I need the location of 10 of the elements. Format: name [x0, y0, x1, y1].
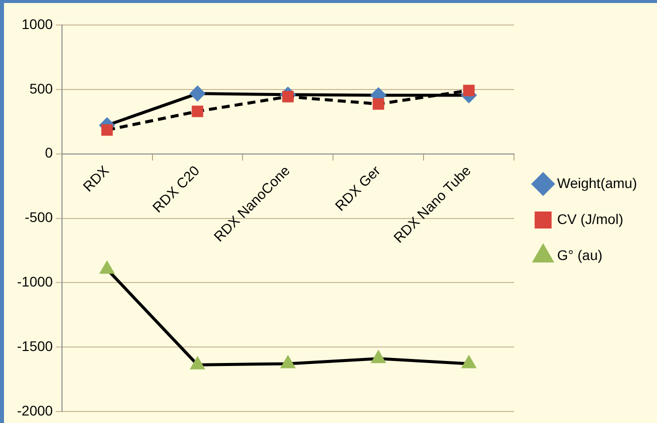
- y-tick-label: -1500: [16, 338, 54, 354]
- y-tick-label: -500: [24, 209, 54, 226]
- legend-label: CV (J/mol): [557, 210, 624, 227]
- y-tick-label: 1000: [22, 16, 54, 32]
- legend-label: G° (au): [557, 246, 602, 263]
- legend-label: Weight(amu): [557, 174, 638, 191]
- y-tick-label: 0: [45, 144, 54, 161]
- y-tick-label: -1000: [16, 274, 54, 290]
- y-tick-label: 500: [29, 80, 54, 96]
- y-tick-label: -2000: [16, 402, 54, 418]
